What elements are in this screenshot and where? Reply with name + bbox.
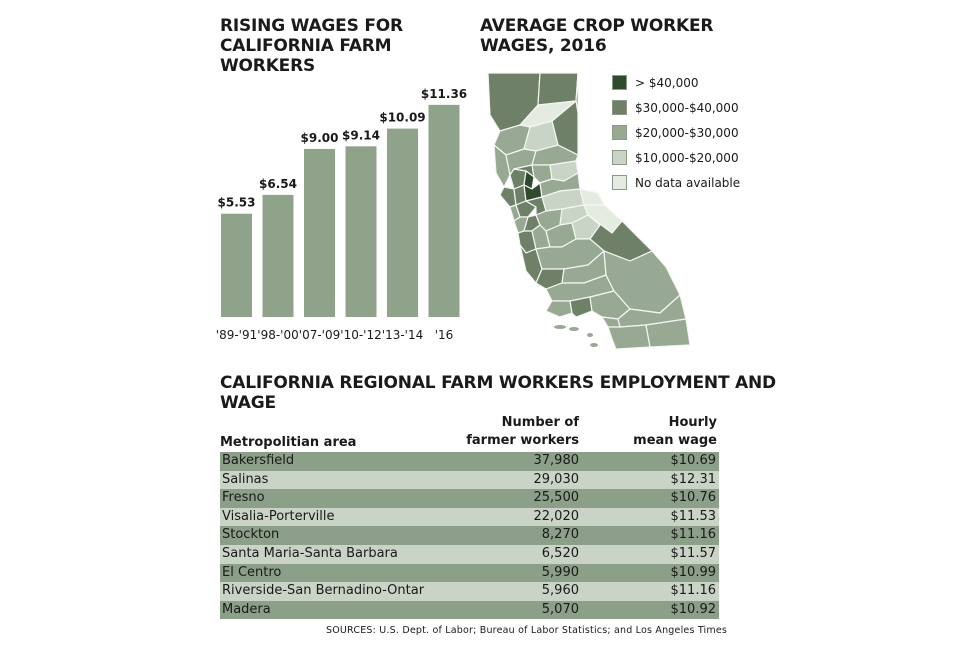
- cell-wage: $10.92: [670, 601, 717, 617]
- county-region-alpine: [579, 188, 605, 206]
- table-row: Bakersfield 37,980 $10.69: [220, 452, 719, 471]
- cell-workers: 5,990: [541, 564, 579, 580]
- county-region-solano: [515, 200, 537, 218]
- header-area: Metropolitian area: [220, 435, 357, 450]
- legend-item: $30,000-$40,000: [612, 95, 752, 120]
- header-wage: Hourly mean wage: [633, 414, 717, 450]
- header-wage-line1: Hourly: [668, 415, 717, 430]
- legend-item: > $40,000: [612, 70, 752, 95]
- table-body: Bakersfield 37,980 $10.69 Salinas 29,030 $12.…: [220, 452, 719, 620]
- cell-area: Visalia-Porterville: [222, 508, 335, 524]
- bar-1: [262, 194, 294, 317]
- table-row: Riverside-San Bernadino-Ontar 5,960 $11.16: [220, 582, 719, 601]
- bar-value-label: $5.53: [218, 196, 256, 210]
- cell-area: Riverside-San Bernadino-Ontar: [222, 583, 425, 599]
- legend-label: $10,000-$20,000: [635, 150, 739, 165]
- table-row: El Centro 5,990 $10.99: [220, 563, 719, 583]
- legend-item: $10,000-$20,000: [612, 145, 752, 170]
- county-region-orange: [601, 316, 621, 328]
- cell-area: Fresno: [222, 490, 265, 506]
- legend-label: $30,000-$40,000: [635, 100, 739, 115]
- table-title: CALIFORNIA REGIONAL FARM WORKERS EMPLOYM…: [220, 373, 776, 413]
- legend-label: $20,000-$30,000: [635, 125, 739, 140]
- cell-workers: 29,030: [533, 471, 580, 487]
- map-legend: > $40,000 $30,000-$40,000 $20,000-$30,00…: [612, 70, 752, 195]
- cell-wage: $10.99: [670, 564, 717, 580]
- island-3: [587, 333, 593, 337]
- sources-note: SOURCES: U.S. Dept. of Labor; Bureau of …: [326, 625, 728, 636]
- legend-swatch: [612, 150, 627, 165]
- cell-workers: 37,980: [533, 453, 580, 468]
- table-row: Santa Maria-Santa Barbara 6,520 $11.57: [220, 544, 719, 564]
- island-2: [569, 327, 579, 331]
- cell-workers: 5,960: [541, 583, 579, 599]
- header-workers-line1: Number of: [501, 415, 579, 430]
- cell-area: Madera: [222, 601, 271, 617]
- legend-label: > $40,000: [635, 75, 699, 90]
- table-row: Salinas 29,030 $12.31: [220, 470, 719, 490]
- header-workers-line2: farmer workers: [466, 433, 579, 448]
- island-4: [590, 343, 598, 347]
- california-county-map: [487, 72, 691, 350]
- bar-chart-title: RISING WAGES FOR CALIFORNIA FARM WORKERS: [220, 16, 403, 76]
- county-region-sandiego: [607, 324, 651, 350]
- cell-area: Salinas: [222, 471, 269, 487]
- cell-workers: 5,070: [541, 601, 579, 617]
- bar-value-label: $11.36: [421, 87, 467, 101]
- table-row: Madera 5,070 $10.92: [220, 600, 719, 620]
- bar-5: [428, 104, 460, 317]
- legend-swatch: [612, 125, 627, 140]
- cell-wage: $11.53: [670, 508, 717, 524]
- bar-value-label: $10.09: [379, 111, 425, 125]
- bar-category-label: '10-'12: [340, 328, 381, 342]
- bar-category-label: '07-'09: [299, 328, 340, 342]
- header-workers: Number of farmer workers: [466, 414, 579, 450]
- cell-workers: 8,270: [541, 527, 579, 543]
- bar-4: [387, 128, 418, 317]
- cell-wage: $10.69: [670, 453, 717, 468]
- bar-value-label: $9.00: [301, 131, 339, 145]
- bar-category-label: '89-'91: [216, 328, 257, 342]
- bar-2: [304, 148, 335, 317]
- cell-area: Santa Maria-Santa Barbara: [222, 545, 398, 561]
- bar-chart: $5.53 '89-'91 $6.54 '98-'00 $9.00 '07-'09 $9.1…: [216, 87, 467, 342]
- table-row: Fresno 25,500 $10.76: [220, 489, 719, 508]
- table-row: Stockton 8,270 $11.16: [220, 526, 719, 545]
- header-wage-line2: mean wage: [633, 433, 717, 448]
- table-row: Visalia-Porterville 22,020 $11.53: [220, 507, 719, 527]
- map-title: AVERAGE CROP WORKER WAGES, 2016: [480, 16, 714, 56]
- table-header: Metropolitian area Number of farmer work…: [220, 412, 719, 450]
- legend-swatch: [612, 75, 627, 90]
- cell-wage: $11.57: [670, 545, 717, 561]
- cell-area: Bakersfield: [222, 453, 295, 468]
- legend-item: No data available: [612, 170, 752, 195]
- bar-category-label: '16: [435, 328, 454, 342]
- bar-value-label: $6.54: [259, 177, 297, 191]
- cell-area: Stockton: [222, 527, 280, 543]
- bar-category-label: '13-'14: [382, 328, 423, 342]
- cell-wage: $11.16: [670, 527, 717, 543]
- cell-area: El Centro: [222, 564, 282, 580]
- bar-value-label: $9.14: [342, 128, 380, 142]
- legend-label: No data available: [635, 175, 741, 190]
- cell-workers: 6,520: [541, 545, 579, 561]
- legend-item: $20,000-$30,000: [612, 120, 752, 145]
- island-1: [554, 325, 566, 329]
- cell-wage: $11.16: [670, 583, 717, 599]
- county-region-santabarbara: [545, 300, 573, 318]
- county-region-imperial: [645, 318, 691, 348]
- bar-0: [221, 213, 252, 317]
- cell-workers: 25,500: [533, 490, 580, 506]
- legend-swatch: [612, 175, 627, 190]
- county-region-siskiyou: [537, 72, 579, 106]
- county-region-ventura: [569, 296, 593, 318]
- bar-category-label: '98-'00: [257, 328, 298, 342]
- employment-wage-table: Metropolitian area Number of farmer work…: [220, 412, 719, 620]
- cell-wage: $10.76: [670, 490, 717, 506]
- cell-wage: $12.31: [670, 471, 717, 487]
- legend-swatch: [612, 100, 627, 115]
- cell-workers: 22,020: [533, 508, 580, 524]
- bar-3: [345, 146, 377, 317]
